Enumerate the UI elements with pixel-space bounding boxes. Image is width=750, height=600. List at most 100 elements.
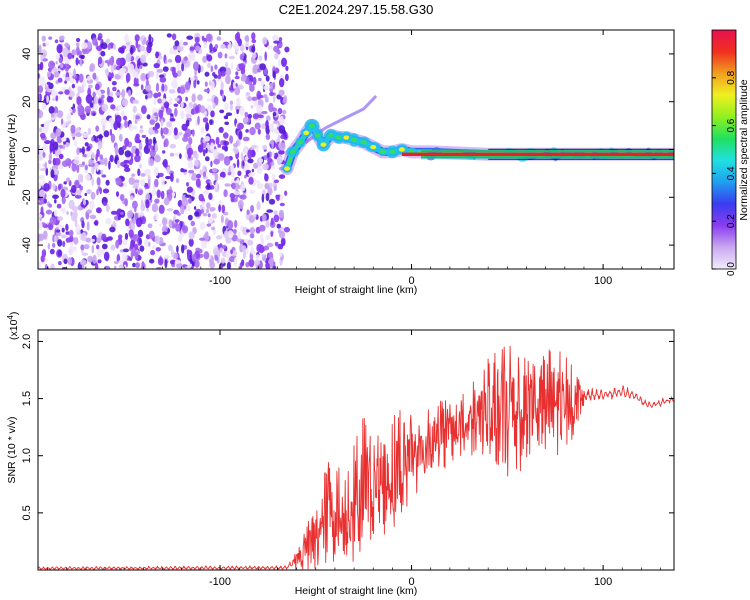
noise-point — [68, 90, 75, 98]
snr-ytick-label: 0.5 — [21, 505, 33, 520]
noise-point — [40, 206, 44, 216]
noise-point — [184, 265, 188, 269]
noise-point — [132, 105, 137, 113]
noise-point — [40, 49, 48, 59]
noise-point — [195, 105, 200, 114]
noise-point — [74, 194, 82, 199]
noise-point — [278, 174, 286, 179]
noise-point — [219, 171, 226, 179]
noise-point — [131, 173, 136, 177]
noise-point — [56, 229, 61, 233]
noise-point — [134, 154, 141, 163]
noise-point — [250, 246, 254, 255]
noise-point — [96, 177, 101, 186]
noise-point — [195, 45, 201, 52]
noise-point — [223, 230, 229, 239]
snr-multiplier-base: (x10 — [8, 319, 20, 340]
noise-point — [205, 208, 210, 214]
spectrogram-ytick-label: -20 — [21, 189, 33, 205]
colorbar-gradient — [711, 29, 737, 270]
noise-point — [100, 117, 108, 126]
noise-point — [187, 54, 193, 62]
noise-point — [117, 104, 122, 111]
noise-point — [68, 246, 74, 256]
noise-point — [259, 158, 264, 163]
noise-point — [265, 262, 270, 269]
noise-point — [124, 120, 129, 128]
noise-point — [214, 44, 219, 49]
noise-point — [137, 189, 144, 194]
noise-point — [265, 192, 270, 202]
spectrogram-ylabel: Frequency (Hz) — [6, 114, 18, 186]
noise-point — [218, 204, 222, 213]
noise-point — [111, 72, 114, 79]
noise-point — [104, 265, 111, 269]
noise-point — [272, 112, 277, 117]
noise-point — [269, 123, 274, 132]
noise-point — [77, 85, 82, 94]
noise-point — [187, 160, 194, 169]
noise-scatter — [38, 31, 290, 269]
noise-point — [251, 32, 256, 41]
noise-point — [109, 226, 116, 233]
noise-point — [61, 227, 65, 233]
noise-point — [57, 239, 63, 247]
noise-point — [176, 245, 179, 253]
noise-point — [149, 158, 155, 167]
noise-point — [199, 169, 204, 176]
noise-point — [257, 68, 261, 73]
noise-point — [248, 258, 255, 268]
noise-point — [115, 191, 120, 197]
noise-point — [219, 247, 223, 254]
noise-point — [77, 103, 83, 112]
noise-point — [166, 166, 171, 174]
colorbar-label: Normalized spectral amplitude — [738, 79, 750, 220]
ridge-blob-core — [379, 149, 386, 155]
noise-point — [53, 106, 59, 115]
noise-point — [238, 130, 243, 140]
noise-point — [153, 215, 156, 221]
noise-point — [271, 150, 275, 159]
noise-point — [174, 107, 178, 117]
noise-point — [145, 193, 150, 201]
noise-point — [86, 152, 91, 158]
noise-point — [125, 72, 131, 83]
noise-point — [48, 106, 55, 114]
noise-point — [219, 66, 227, 73]
noise-point — [68, 199, 75, 210]
noise-point — [247, 80, 253, 86]
noise-point — [99, 187, 102, 195]
spectrogram-xtick-label: 0 — [408, 275, 414, 287]
noise-point — [237, 199, 244, 209]
noise-point — [109, 128, 113, 136]
noise-point — [73, 159, 80, 165]
noise-point — [121, 89, 126, 99]
noise-point — [273, 40, 280, 44]
noise-point — [206, 223, 212, 227]
noise-point — [128, 177, 136, 185]
noise-point — [180, 101, 184, 109]
noise-point — [284, 190, 288, 196]
noise-point — [218, 126, 224, 133]
noise-point — [69, 235, 74, 243]
noise-point — [71, 184, 77, 194]
noise-point — [102, 201, 107, 206]
noise-point — [109, 57, 115, 66]
noise-point — [210, 142, 215, 152]
noise-point — [249, 83, 255, 92]
noise-point — [163, 101, 170, 109]
noise-point — [215, 181, 218, 191]
noise-point — [190, 77, 196, 81]
noise-point — [223, 211, 229, 216]
noise-point — [133, 113, 136, 122]
noise-point — [201, 35, 205, 41]
noise-point — [86, 189, 92, 195]
noise-point — [178, 131, 183, 136]
noise-point — [83, 199, 86, 206]
noise-point — [49, 216, 57, 225]
noise-point — [126, 41, 130, 46]
noise-point — [135, 71, 139, 79]
noise-point — [285, 65, 289, 71]
noise-point — [279, 194, 284, 202]
noise-point — [190, 172, 198, 181]
